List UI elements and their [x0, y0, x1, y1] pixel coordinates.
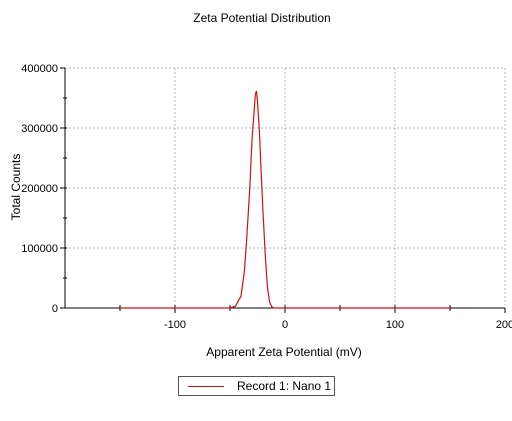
tick-labels: -100 0 100 200 0 100000 200000 300000 400000 [21, 63, 512, 331]
series-line-record-1 [120, 90, 450, 309]
x-tick-label: 100 [386, 319, 404, 331]
x-axis-label: Apparent Zeta Potential (mV) [206, 345, 361, 359]
y-tick-label: 0 [52, 303, 58, 315]
grid-lines [65, 67, 506, 308]
chart-title: Zeta Potential Distribution [193, 11, 330, 25]
axes [60, 67, 506, 313]
x-tick-label: 0 [282, 319, 288, 331]
y-axis-label: Total Counts [9, 154, 23, 221]
y-tick-label: 100000 [21, 243, 58, 255]
legend: Record 1: Nano 1 [178, 376, 335, 396]
y-tick-label: 400000 [21, 63, 58, 75]
x-tick-label: -100 [164, 319, 186, 331]
x-tick-label: 200 [496, 319, 512, 331]
series-layer [120, 90, 450, 309]
legend-swatch [188, 386, 224, 387]
legend-label: Record 1: Nano 1 [237, 379, 332, 393]
y-tick-label: 200000 [21, 183, 58, 195]
y-tick-label: 300000 [21, 123, 58, 135]
